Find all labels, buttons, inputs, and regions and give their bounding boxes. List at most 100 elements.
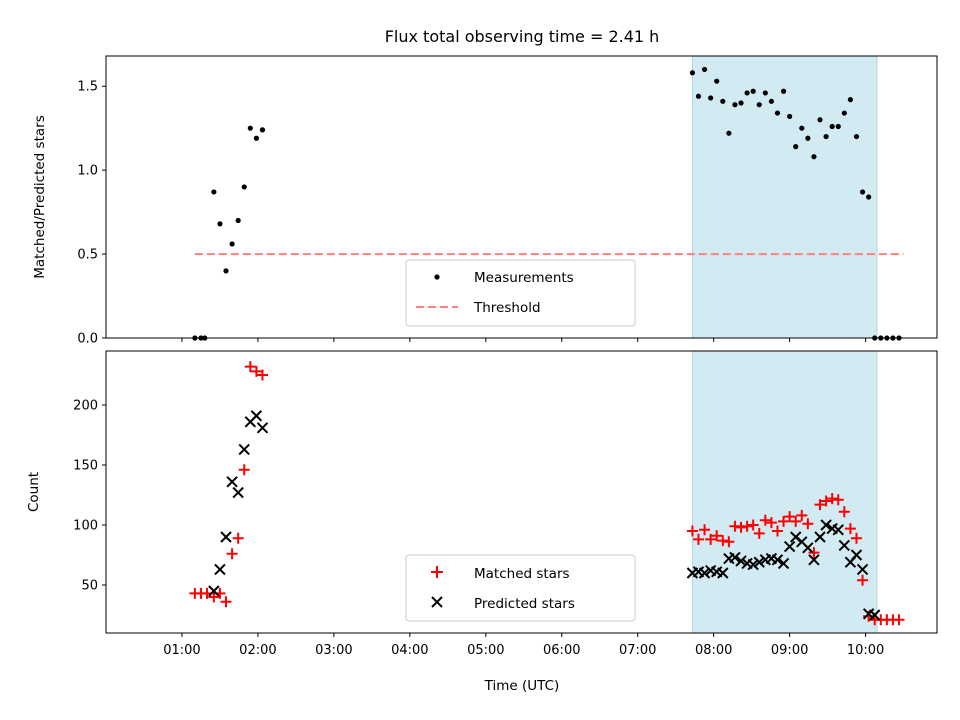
predicted-stars-point <box>820 519 832 531</box>
legend-predicted-label: Predicted stars <box>474 596 575 612</box>
measurements-point <box>689 70 696 76</box>
x-tick-label: 02:00 <box>239 643 276 658</box>
matched-stars-point <box>250 365 262 377</box>
x-tick-label: 03:00 <box>315 643 352 658</box>
top-legend: Measurements Threshold <box>405 259 636 327</box>
predicted-stars-point <box>814 531 826 543</box>
matched-stars-point <box>778 515 790 527</box>
matched-stars-point <box>226 548 238 560</box>
measurements-point <box>732 102 738 108</box>
measurements-point <box>762 90 768 96</box>
measurements-point <box>750 88 756 94</box>
predicted-stars-point <box>717 567 729 579</box>
measurements-point <box>811 154 817 160</box>
predicted-stars-point <box>838 539 851 552</box>
top-axes-frame <box>105 55 938 339</box>
measurements-point <box>229 241 235 247</box>
measurements-point <box>253 135 260 141</box>
predicted-stars-point <box>771 554 784 566</box>
measurements-point <box>744 90 750 96</box>
bot-y-tick-label: 100 <box>73 519 98 534</box>
matched-stars-point <box>765 517 777 529</box>
predicted-stars-point <box>783 540 796 553</box>
matched-stars-point <box>711 530 723 542</box>
predicted-stars-point <box>850 549 863 561</box>
measurements-point <box>793 144 799 150</box>
matched-stars-point <box>857 574 869 586</box>
x-tick-label: 05:00 <box>467 643 504 658</box>
measurements-point <box>738 100 744 106</box>
measurements-point <box>211 189 217 195</box>
matched-stars-point <box>208 591 220 603</box>
matched-stars-point <box>729 520 741 532</box>
predicted-stars-point <box>802 542 814 554</box>
top-y-tick-label: 0.5 <box>77 248 98 263</box>
predicted-stars-point <box>808 554 820 566</box>
matched-stars-point <box>820 495 832 507</box>
measurements-point <box>247 125 253 131</box>
predicted-stars-point <box>226 476 238 488</box>
bot-y-tick-label: 150 <box>73 459 98 474</box>
predicted-stars-point <box>214 563 226 576</box>
matched-stars-point <box>893 614 905 626</box>
matched-stars-point <box>705 533 717 545</box>
matched-stars-point <box>692 533 704 545</box>
x-tick-label: 01:00 <box>163 643 200 658</box>
matched-stars-point <box>838 506 850 518</box>
measurements-point <box>817 117 823 123</box>
legend-predicted-marker <box>431 596 443 608</box>
predicted-stars-point <box>747 558 759 571</box>
predicted-stars-point <box>238 443 250 456</box>
bottom-panel: 50 100 150 200 01:00 02:00 03:00 04:00 05:00 06:… <box>26 350 938 694</box>
measurements-point <box>708 95 714 101</box>
matched-stars-point <box>832 494 844 506</box>
predicted-stars-point <box>777 557 790 570</box>
legend-threshold-label: Threshold <box>473 300 541 316</box>
matched-stars-point <box>256 369 268 381</box>
matched-stars-point <box>238 464 250 476</box>
predicted-stars-point <box>729 551 741 564</box>
matched-stars-point <box>232 532 244 544</box>
bot-y-tick-label: 50 <box>81 579 98 594</box>
legend-measurements-marker <box>434 274 440 280</box>
predicted-stars-point <box>256 422 269 434</box>
matched-stars-point <box>220 596 232 608</box>
matched-stars-point <box>844 523 856 535</box>
measurements-point <box>695 93 702 99</box>
predicted-stars-point <box>208 585 220 597</box>
matched-stars-point <box>244 361 256 373</box>
matched-stars-point <box>735 521 747 533</box>
measurements-point <box>841 110 847 116</box>
chart-title: Flux total observing time = 2.41 h <box>385 27 660 46</box>
legend-measurements-label: Measurements <box>474 270 574 286</box>
top-y-tick-label: 1.0 <box>77 164 98 179</box>
measurements-point <box>805 135 811 141</box>
x-axis-label: Time (UTC) <box>484 678 560 694</box>
x-tick-label: 07:00 <box>619 643 656 658</box>
matched-stars-point <box>814 499 826 511</box>
measurements-point <box>726 130 732 136</box>
x-tick-label: 10:00 <box>847 643 884 658</box>
x-tick-label: 04:00 <box>391 643 428 658</box>
legend-matched-label: Matched stars <box>474 566 570 582</box>
top-y-axis-label: Matched/Predicted stars <box>32 115 48 278</box>
measurements-point <box>835 123 841 130</box>
top-legend-box <box>405 259 636 327</box>
legend-matched-marker <box>431 566 443 578</box>
matched-stars-point <box>790 515 802 527</box>
bot-y-tick-label: 200 <box>73 399 98 414</box>
matched-stars-point <box>717 535 729 547</box>
bottom-y-axis-label: Count <box>26 472 42 512</box>
bottom-axes-frame <box>105 350 938 634</box>
matched-stars-point <box>808 547 820 559</box>
predicted-stars-point <box>753 556 765 568</box>
x-tick-label: 09:00 <box>771 643 808 658</box>
measurements-point <box>799 125 805 131</box>
matched-stars-point <box>826 493 838 505</box>
measurements-point <box>235 217 241 224</box>
matched-stars-point <box>741 520 753 532</box>
bottom-legend: Matched stars Predicted stars <box>405 554 636 622</box>
measurements-point <box>774 110 781 116</box>
matched-stars-point <box>759 514 771 526</box>
